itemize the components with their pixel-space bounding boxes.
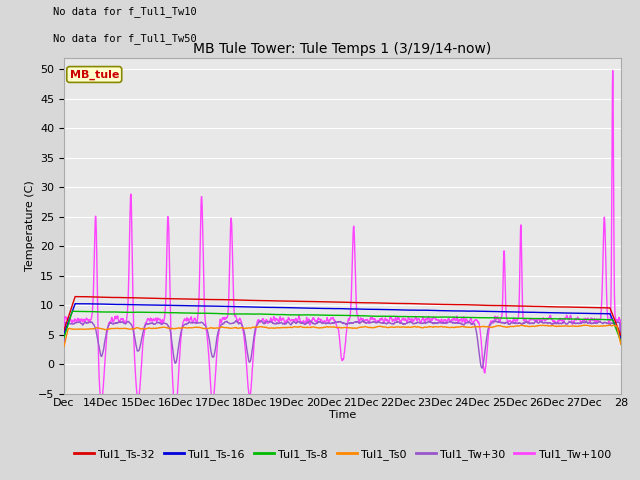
Y-axis label: Temperature (C): Temperature (C) [25, 180, 35, 271]
Legend: Tul1_Ts-32, Tul1_Ts-16, Tul1_Ts-8, Tul1_Ts0, Tul1_Tw+30, Tul1_Tw+100: Tul1_Ts-32, Tul1_Ts-16, Tul1_Ts-8, Tul1_… [70, 444, 615, 464]
Text: MB_tule: MB_tule [70, 70, 119, 80]
Text: No data for f_Tul1_Tw10: No data for f_Tul1_Tw10 [53, 6, 196, 17]
Text: No data for f_Tul1_Tw50: No data for f_Tul1_Tw50 [53, 33, 196, 44]
Title: MB Tule Tower: Tule Temps 1 (3/19/14-now): MB Tule Tower: Tule Temps 1 (3/19/14-now… [193, 42, 492, 57]
X-axis label: Time: Time [329, 410, 356, 420]
